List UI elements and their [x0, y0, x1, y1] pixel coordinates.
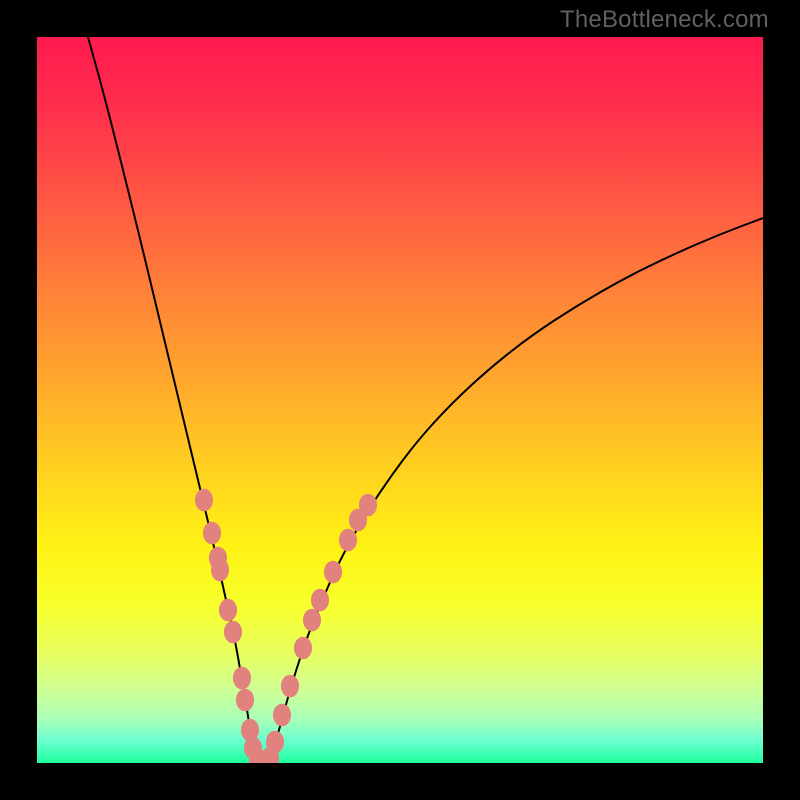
data-marker: [359, 494, 376, 516]
data-marker: [294, 637, 311, 659]
data-marker: [339, 529, 356, 551]
v-curve: [88, 37, 763, 763]
data-marker: [303, 609, 320, 631]
data-marker: [224, 621, 241, 643]
data-marker: [236, 689, 253, 711]
data-marker: [266, 731, 283, 753]
curve-chart: [0, 0, 800, 800]
data-marker: [324, 561, 341, 583]
data-marker: [203, 522, 220, 544]
data-marker: [311, 589, 328, 611]
data-marker: [273, 704, 290, 726]
data-marker: [195, 489, 212, 511]
data-marker: [281, 675, 298, 697]
data-marker: [219, 599, 236, 621]
data-marker: [233, 667, 250, 689]
watermark-text: TheBottleneck.com: [560, 6, 769, 34]
data-marker: [209, 547, 226, 569]
